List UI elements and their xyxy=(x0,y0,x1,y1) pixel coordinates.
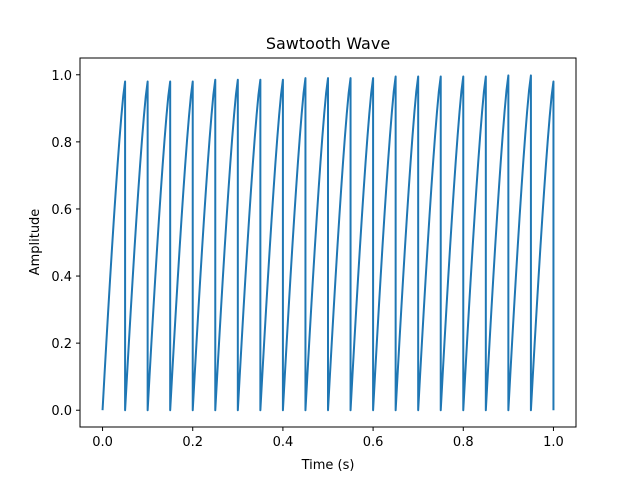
x-tick-label: 0.6 xyxy=(363,435,384,450)
plot-area xyxy=(101,74,555,412)
sawtooth-series-line xyxy=(101,74,555,412)
x-tick-label: 0.4 xyxy=(273,435,294,450)
y-axis-ticks: 0.0 0.2 0.4 0.6 0.8 1.0 xyxy=(51,69,80,419)
x-axis-label: Time (s) xyxy=(301,458,355,473)
x-axis-ticks: 0.0 0.2 0.4 0.6 0.8 1.0 xyxy=(92,427,564,450)
x-tick-label: 0.8 xyxy=(453,435,474,450)
y-tick-label: 0.6 xyxy=(51,203,72,218)
y-tick-label: 0.2 xyxy=(51,337,72,352)
x-tick-label: 1.0 xyxy=(543,435,564,450)
y-tick-label: 0.8 xyxy=(51,136,72,151)
y-axis-label: Amplitude xyxy=(28,209,43,276)
y-tick-label: 1.0 xyxy=(51,69,72,84)
axes-frame xyxy=(79,57,577,428)
x-tick-label: 0.0 xyxy=(92,435,113,450)
y-tick-label: 0.4 xyxy=(51,270,72,285)
chart-title: Sawtooth Wave xyxy=(266,34,390,53)
y-tick-label: 0.0 xyxy=(51,404,72,419)
x-tick-label: 0.2 xyxy=(182,435,203,450)
